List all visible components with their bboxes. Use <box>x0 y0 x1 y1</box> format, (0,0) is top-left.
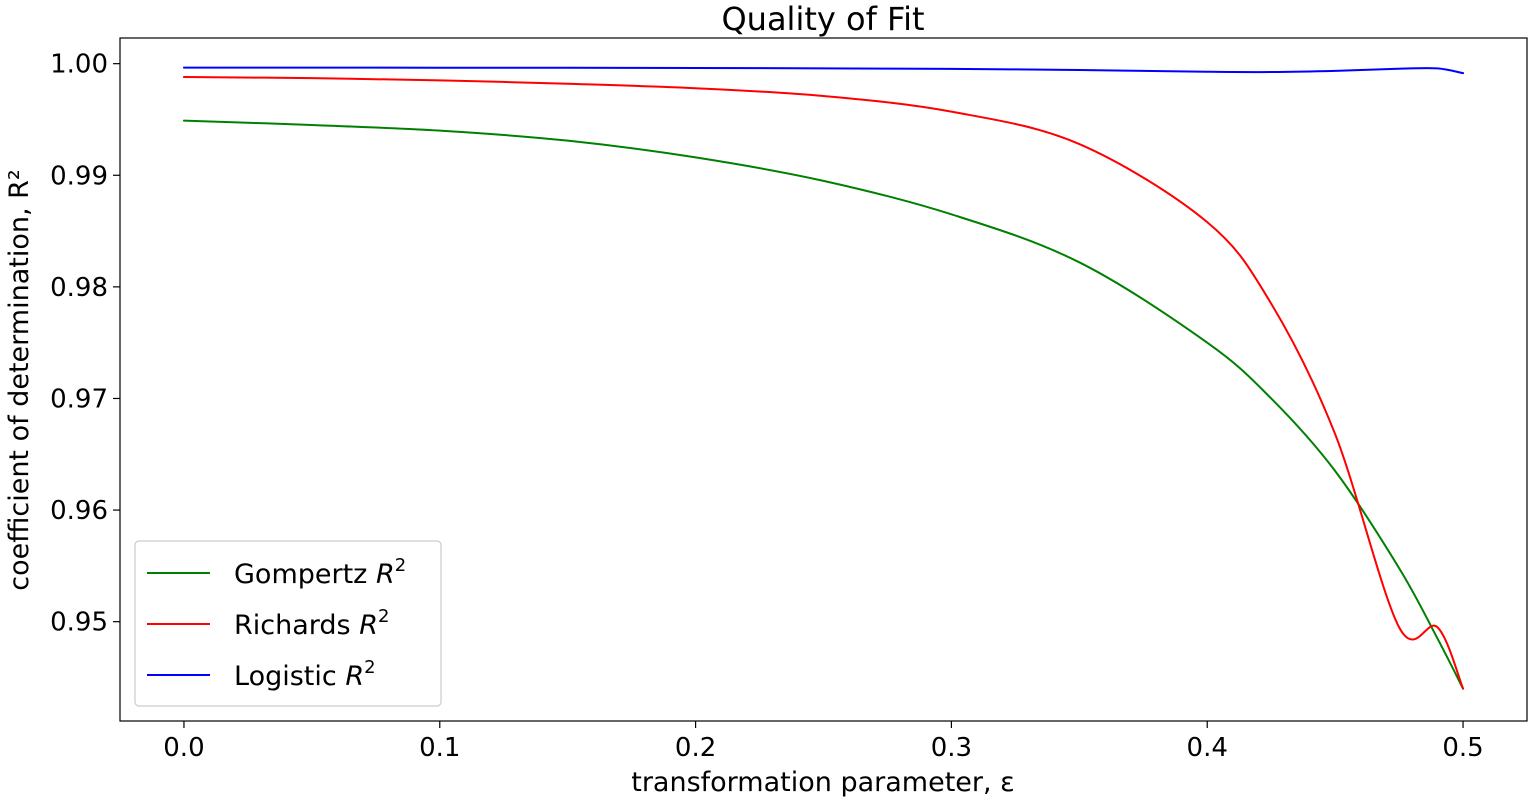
y-axis: 0.95 0.96 0.97 0.98 0.99 1.00 <box>50 50 120 638</box>
x-tick-label: 0.4 <box>1187 733 1228 763</box>
y-tick-label: 0.96 <box>50 496 108 526</box>
x-tick-label: 0.0 <box>163 733 204 763</box>
y-tick-label: 0.97 <box>50 384 108 414</box>
x-tick-label: 0.2 <box>675 733 716 763</box>
series-line-gompertz <box>182 119 1465 690</box>
x-tick-label: 0.3 <box>931 733 972 763</box>
y-tick-label: 0.95 <box>50 608 108 638</box>
plot-lines <box>182 66 1465 690</box>
legend-label-richards: Richards R2 <box>234 606 389 641</box>
legend: Gompertz R2 Richards R2 Logistic R2 <box>134 540 442 707</box>
y-tick-label: 1.00 <box>50 50 108 80</box>
legend-box <box>134 540 442 707</box>
legend-label-logistic: Logistic R2 <box>234 657 376 692</box>
x-axis: 0.0 0.1 0.2 0.3 0.4 0.5 <box>163 721 1484 763</box>
chart-title: Quality of Fit <box>721 0 924 38</box>
series-line-richards <box>182 76 1465 690</box>
x-tick-label: 0.1 <box>419 733 460 763</box>
x-axis-label: transformation parameter, ε <box>631 767 1015 798</box>
series-line-logistic <box>182 66 1465 75</box>
y-tick-label: 0.99 <box>50 161 108 191</box>
legend-label-gompertz: Gompertz R2 <box>234 555 406 590</box>
plot-frame <box>119 37 1528 722</box>
y-axis-label: coefficient of determination, R² <box>4 169 35 590</box>
x-tick-label: 0.5 <box>1442 733 1483 763</box>
y-tick-label: 0.98 <box>50 273 108 303</box>
